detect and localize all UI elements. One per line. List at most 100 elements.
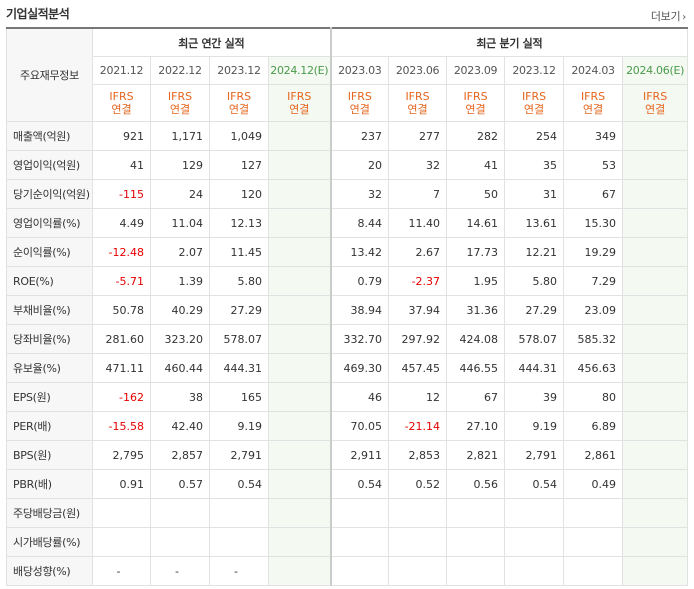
table-cell: 332.70 <box>330 324 390 354</box>
table-cell: 2,795 <box>92 440 151 470</box>
table-cell: 38.94 <box>330 295 390 325</box>
table-row: EPS(원) -162 38 165 46 12 67 39 80 <box>6 382 689 412</box>
ifrs-line2: 연결 <box>582 103 604 116</box>
table-cell <box>388 527 448 557</box>
table-cell <box>330 527 390 557</box>
table-row: BPS(원) 2,795 2,857 2,791 2,911 2,853 2,821 2,79… <box>6 440 689 470</box>
ifrs-line2: 연결 <box>644 103 666 116</box>
row-label: 배당성향(%) <box>6 556 93 586</box>
table-cell: 7.29 <box>563 266 624 296</box>
table-cell <box>267 237 332 267</box>
ifrs-label: IFRS 연결 <box>330 84 390 122</box>
table-cell <box>622 440 689 470</box>
ifrs-line1: IFRS <box>642 90 668 103</box>
table-cell: 15.30 <box>563 208 624 238</box>
table-cell: -12.48 <box>92 237 151 267</box>
table-cell: 4.49 <box>92 208 151 238</box>
table-cell: 5.80 <box>209 266 269 296</box>
table-cell: 27.29 <box>504 295 565 325</box>
table-cell <box>267 382 332 412</box>
table-row: 영업이익(억원) 41 129 127 20 32 41 35 53 <box>6 150 689 180</box>
ifrs-line2: 연결 <box>523 103 545 116</box>
ifrs-line1: IFRS <box>463 90 488 103</box>
table-cell: 457.45 <box>388 353 448 383</box>
table-cell <box>622 556 689 586</box>
table-cell <box>267 440 332 470</box>
table-cell <box>622 179 689 209</box>
table-cell: 165 <box>209 382 269 412</box>
row-label: 영업이익(억원) <box>6 150 93 180</box>
table-cell: 35 <box>504 150 565 180</box>
ifrs-line1: IFRS <box>287 90 312 103</box>
ifrs-label: IFRS 연결 <box>446 84 506 122</box>
table-cell: 254 <box>504 121 565 151</box>
table-cell: 0.54 <box>504 469 565 499</box>
annual-period-3: 2024.12(E) <box>267 56 332 85</box>
table-cell: 446.55 <box>446 353 506 383</box>
chevron-right-icon: › <box>682 12 686 23</box>
table-cell <box>446 527 506 557</box>
table-cell: -162 <box>92 382 151 412</box>
ifrs-label: IFRS 연결 <box>388 84 448 122</box>
table-cell: 0.54 <box>330 469 390 499</box>
annual-group-header: 최근 연간 실적 <box>91 27 332 57</box>
table-cell <box>563 556 624 586</box>
ifrs-line1: IFRS <box>521 90 547 103</box>
ifrs-label: IFRS 연결 <box>563 84 624 122</box>
table-cell: 471.11 <box>92 353 151 383</box>
financial-table: 주요재무정보 최근 연간 실적 최근 분기 실적 2021.12 2022.12 2… <box>6 27 689 586</box>
row-label: PER(배) <box>6 411 93 441</box>
table-row: PER(배) -15.58 42.40 9.19 70.05 -21.14 27.10 9.1… <box>6 411 689 441</box>
table-cell: 67 <box>446 382 506 412</box>
table-cell: 7 <box>388 179 448 209</box>
table-cell: 424.08 <box>446 324 506 354</box>
table-row: 당좌비율(%) 281.60 323.20 578.07 332.70 297.92 424… <box>6 324 689 354</box>
table-cell: 27.10 <box>446 411 506 441</box>
table-cell <box>209 527 269 557</box>
table-cell: 9.19 <box>504 411 565 441</box>
table-cell <box>267 150 332 180</box>
table-cell <box>622 527 689 557</box>
table-cell <box>622 237 689 267</box>
row-label: 유보율(%) <box>6 353 93 383</box>
table-cell: 31 <box>504 179 565 209</box>
table-cell: 17.73 <box>446 237 506 267</box>
table-cell: - <box>209 556 269 586</box>
table-cell <box>622 208 689 238</box>
table-cell <box>504 498 565 528</box>
row-label: 매출액(억원) <box>6 121 93 151</box>
table-cell: 2,857 <box>150 440 210 470</box>
quarterly-period-4: 2024.03 <box>563 56 624 85</box>
table-cell: 2,861 <box>563 440 624 470</box>
table-cell <box>150 498 210 528</box>
table-cell: 27.29 <box>209 295 269 325</box>
ifrs-line1: IFRS <box>226 90 252 103</box>
table-cell: 40.29 <box>150 295 210 325</box>
table-cell: 456.63 <box>563 353 624 383</box>
row-label: 당좌비율(%) <box>6 324 93 354</box>
table-cell: 31.36 <box>446 295 506 325</box>
more-link[interactable]: 더보기 › <box>651 8 686 24</box>
row-header-label: 주요재무정보 <box>6 27 93 122</box>
table-cell <box>388 556 448 586</box>
table-cell: 20 <box>330 150 390 180</box>
quarterly-group-header: 최근 분기 실적 <box>330 27 689 57</box>
table-cell <box>622 353 689 383</box>
table-cell: 32 <box>388 150 448 180</box>
table-cell: 12.21 <box>504 237 565 267</box>
table-cell <box>563 527 624 557</box>
table-cell: 6.89 <box>563 411 624 441</box>
table-cell: 277 <box>388 121 448 151</box>
table-cell: 50.78 <box>92 295 151 325</box>
table-cell <box>622 382 689 412</box>
ifrs-label: IFRS 연결 <box>92 84 151 122</box>
table-row: PBR(배) 0.91 0.57 0.54 0.54 0.52 0.56 0.54 0.49 <box>6 469 689 499</box>
table-row: 주당배당금(원) <box>6 498 689 528</box>
table-cell: 469.30 <box>330 353 390 383</box>
table-cell: 11.40 <box>388 208 448 238</box>
panel-title: 기업실적분석 <box>6 7 70 21</box>
table-cell: 23.09 <box>563 295 624 325</box>
table-cell <box>330 556 390 586</box>
ifrs-line2: 연결 <box>407 103 428 116</box>
table-cell: 32 <box>330 179 390 209</box>
